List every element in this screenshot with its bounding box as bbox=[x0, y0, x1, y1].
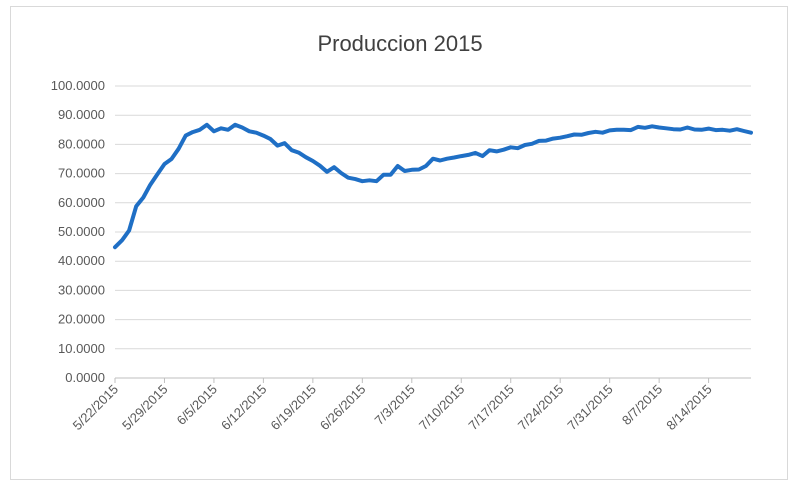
x-tick-label: 6/5/2015 bbox=[174, 382, 220, 428]
x-tick-label: 6/19/2015 bbox=[267, 382, 319, 434]
chart-frame: Produccion 2015 0.0000 10.0000 20.0000 30.0… bbox=[10, 6, 788, 480]
x-tick-label: 7/3/2015 bbox=[372, 382, 418, 428]
y-tick-label: 50.0000 bbox=[58, 224, 105, 239]
series-line bbox=[113, 122, 753, 250]
y-tick-label: 0.0000 bbox=[65, 370, 105, 385]
y-tick-label: 20.0000 bbox=[58, 312, 105, 327]
x-tick-label: 6/26/2015 bbox=[317, 382, 369, 434]
y-tick-label: 70.0000 bbox=[58, 166, 105, 181]
y-tick-label: 80.0000 bbox=[58, 136, 105, 151]
chart-title: Produccion 2015 bbox=[317, 31, 482, 56]
x-axis bbox=[114, 377, 751, 383]
x-tick-label: 7/10/2015 bbox=[416, 382, 468, 434]
y-tick-label: 40.0000 bbox=[58, 253, 105, 268]
y-tick-label: 30.0000 bbox=[58, 282, 105, 297]
x-tick-label: 5/22/2015 bbox=[70, 382, 122, 434]
y-tick-label: 10.0000 bbox=[58, 341, 105, 356]
y-tick-label: 60.0000 bbox=[58, 195, 105, 210]
y-axis-tick-labels: 0.0000 10.0000 20.0000 30.0000 40.0000 50.000… bbox=[51, 78, 105, 385]
x-tick-label: 7/31/2015 bbox=[564, 382, 616, 434]
x-tick-label: 5/29/2015 bbox=[119, 382, 171, 434]
grid-lines bbox=[115, 85, 751, 350]
y-tick-label: 90.0000 bbox=[58, 107, 105, 122]
x-tick-label: 8/14/2015 bbox=[663, 382, 715, 434]
x-tick-label: 6/12/2015 bbox=[218, 382, 270, 434]
x-tick-label: 8/7/2015 bbox=[619, 382, 665, 428]
x-tick-label: 7/17/2015 bbox=[465, 382, 517, 434]
y-tick-label: 100.0000 bbox=[51, 78, 105, 93]
line-chart: Produccion 2015 0.0000 10.0000 20.0000 30.0… bbox=[51, 31, 753, 434]
series-layer bbox=[113, 122, 753, 250]
x-tick-label: 7/24/2015 bbox=[515, 382, 567, 434]
